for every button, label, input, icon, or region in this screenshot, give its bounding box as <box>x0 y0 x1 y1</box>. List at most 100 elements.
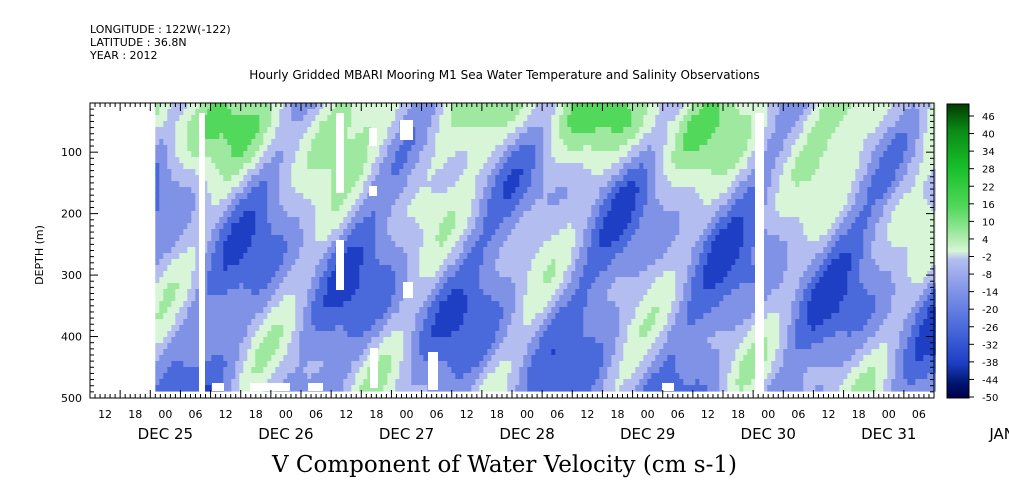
heatmap-cell <box>539 349 544 356</box>
heatmap-cell <box>531 373 536 380</box>
heatmap-cell <box>499 115 504 122</box>
heatmap-cell <box>439 349 444 356</box>
heatmap-cell <box>379 205 384 212</box>
heatmap-cell <box>155 211 160 218</box>
heatmap-cell <box>263 163 268 170</box>
heatmap-cell <box>215 133 220 140</box>
heatmap-cell <box>359 379 364 386</box>
heatmap-cell <box>291 139 296 146</box>
heatmap-cell <box>455 127 460 134</box>
heatmap-cell <box>187 331 192 338</box>
heatmap-cell <box>303 205 308 212</box>
heatmap-cell <box>395 319 400 326</box>
heatmap-cell <box>263 229 268 236</box>
heatmap-cell <box>531 181 536 188</box>
heatmap-cell <box>323 199 328 206</box>
heatmap-cell <box>307 343 312 350</box>
heatmap-cell <box>179 235 184 242</box>
heatmap-cell <box>527 283 532 290</box>
heatmap-cell <box>531 361 536 368</box>
heatmap-cell <box>331 163 336 170</box>
heatmap-cell <box>331 199 336 206</box>
heatmap-cell <box>447 367 452 374</box>
heatmap-cell <box>495 205 500 212</box>
heatmap-cell <box>483 151 488 158</box>
heatmap-cell <box>359 361 364 368</box>
heatmap-cell <box>527 301 532 308</box>
heatmap-cell <box>227 187 232 194</box>
heatmap-cell <box>411 115 416 122</box>
heatmap-cell <box>315 181 320 188</box>
heatmap-cell <box>483 163 488 170</box>
heatmap-cell <box>415 373 420 380</box>
heatmap-cell <box>159 319 164 326</box>
heatmap-cell <box>519 265 524 272</box>
heatmap-cell <box>319 169 324 176</box>
heatmap-cell <box>263 367 268 374</box>
heatmap-cell <box>375 139 380 146</box>
heatmap-cell <box>463 361 468 368</box>
heatmap-cell <box>499 151 504 158</box>
heatmap-cell <box>235 271 240 278</box>
heatmap-cell <box>435 331 440 338</box>
heatmap-cell <box>519 181 524 188</box>
heatmap-cell <box>443 145 448 152</box>
heatmap-cell <box>239 187 244 194</box>
heatmap-cell <box>355 109 360 116</box>
heatmap-cell <box>259 127 264 134</box>
heatmap-cell <box>415 361 420 368</box>
heatmap-cell <box>279 199 284 206</box>
heatmap-cell <box>383 307 388 314</box>
heatmap-cell <box>171 217 176 224</box>
heatmap-cell <box>179 325 184 332</box>
heatmap-cell <box>511 127 516 134</box>
heatmap-cell <box>311 151 316 158</box>
heatmap-cell <box>523 385 528 392</box>
heatmap-cell <box>279 187 284 194</box>
heatmap-cell <box>163 169 168 176</box>
heatmap-cell <box>335 349 340 356</box>
heatmap-cell <box>235 163 240 170</box>
heatmap-cell <box>239 175 244 182</box>
heatmap-cell <box>419 211 424 218</box>
heatmap-cell <box>371 277 376 284</box>
heatmap-cell <box>475 367 480 374</box>
heatmap-cell <box>447 157 452 164</box>
heatmap-cell <box>315 127 320 134</box>
heatmap-cell <box>391 361 396 368</box>
heatmap-cell <box>411 169 416 176</box>
heatmap-cell <box>543 337 548 344</box>
heatmap-cell <box>295 133 300 140</box>
heatmap-cell <box>167 115 172 122</box>
heatmap-cell <box>191 139 196 146</box>
heatmap-cell <box>463 295 468 302</box>
heatmap-cell <box>491 367 496 374</box>
heatmap-cell <box>495 145 500 152</box>
heatmap-cell <box>195 187 200 194</box>
heatmap-cell <box>439 193 444 200</box>
heatmap-cell <box>183 133 188 140</box>
heatmap-cell <box>423 319 428 326</box>
heatmap-cell <box>463 241 468 248</box>
heatmap-cell <box>555 241 560 248</box>
heatmap-cell <box>459 157 464 164</box>
heatmap-cell <box>415 175 420 182</box>
heatmap-cell <box>439 355 444 362</box>
heatmap-cell <box>347 139 352 146</box>
heatmap-cell <box>535 169 540 176</box>
heatmap-cell <box>379 271 384 278</box>
heatmap-cell <box>423 211 428 218</box>
heatmap-cell <box>195 169 200 176</box>
heatmap-cell <box>291 337 296 344</box>
heatmap-cell <box>275 265 280 272</box>
heatmap-cell <box>335 217 340 224</box>
heatmap-cell <box>183 355 188 362</box>
heatmap-cell <box>463 181 468 188</box>
heatmap-cell <box>503 277 508 284</box>
heatmap-cell <box>455 301 460 308</box>
heatmap-cell <box>311 133 316 140</box>
heatmap-cell <box>495 265 500 272</box>
heatmap-cell <box>247 175 252 182</box>
heatmap-cell <box>187 115 192 122</box>
heatmap-cell <box>547 301 552 308</box>
